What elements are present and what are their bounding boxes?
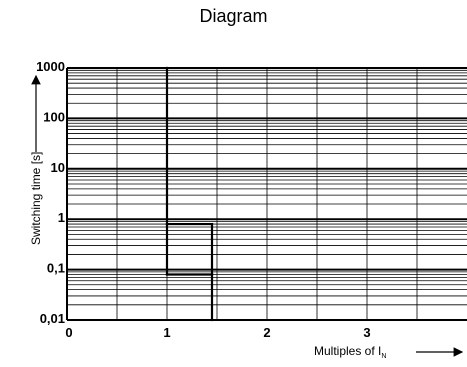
y-tick-label: 0,1 [47, 261, 65, 276]
chart-title: Diagram [199, 6, 268, 26]
x-tick-label: 3 [363, 325, 370, 340]
y-tick-label: 1 [58, 210, 65, 225]
y-tick-label: 1000 [36, 59, 65, 74]
x-tick-label: 0 [65, 325, 72, 340]
plot-frame [66, 68, 467, 321]
y-tick-label: 0,01 [40, 311, 65, 326]
tick-labels: 0,01 0,1 1 10 100 1000 0 1 2 3 [36, 59, 371, 340]
grid-lines [67, 67, 467, 321]
x-axis-label: Multiples of IN [314, 344, 386, 360]
y-tick-label: 100 [43, 109, 65, 124]
x-tick-label: 2 [263, 325, 270, 340]
x-tick-label: 1 [163, 325, 170, 340]
characteristic-curve [165, 66, 214, 322]
axis-labels: Switching time [s] Multiples of IN [29, 74, 464, 360]
y-tick-label: 10 [51, 160, 65, 175]
y-axis-label: Switching time [s] [29, 152, 43, 245]
